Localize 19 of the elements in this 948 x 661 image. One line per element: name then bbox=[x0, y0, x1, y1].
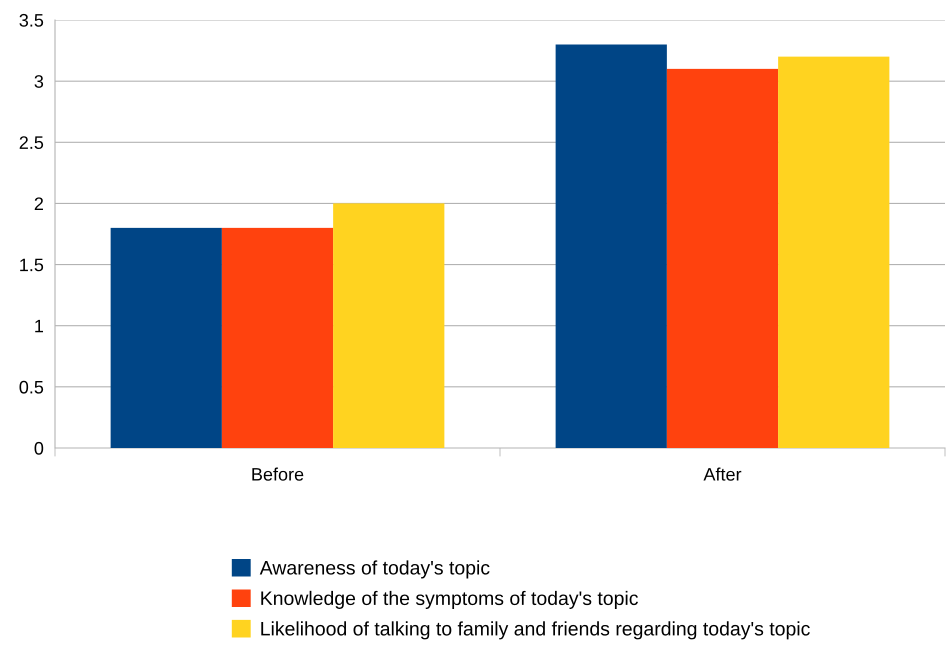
y-tick-label: 1.5 bbox=[20, 258, 44, 272]
legend-label: Likelihood of talking to family and friends regarding today's topic bbox=[261, 621, 810, 640]
y-tick-label: 0 bbox=[34, 442, 44, 455]
bar bbox=[333, 203, 444, 448]
y-tick-label: 0.5 bbox=[19, 380, 44, 394]
y-tick-label: 2.5 bbox=[20, 136, 44, 150]
x-tick-label: Before bbox=[252, 467, 304, 481]
y-tick-label: 1 bbox=[35, 320, 44, 332]
legend-label: Awareness of today's topic bbox=[260, 560, 490, 578]
legend-label: Knowledge of the symptoms of today's topic bbox=[261, 590, 638, 609]
y-tick-label: 2 bbox=[34, 197, 43, 210]
bar bbox=[778, 56, 890, 448]
x-tick-label: After bbox=[703, 467, 742, 481]
y-tick-label: 3.5 bbox=[19, 14, 44, 27]
bar bbox=[222, 228, 334, 448]
bar bbox=[666, 68, 778, 448]
bar bbox=[110, 228, 222, 448]
y-tick-label: 3 bbox=[34, 75, 44, 88]
bar bbox=[556, 44, 667, 448]
